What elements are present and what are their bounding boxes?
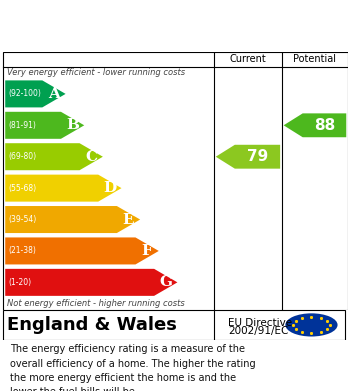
Polygon shape	[216, 145, 280, 169]
Text: 79: 79	[247, 149, 268, 164]
Text: (39-54): (39-54)	[9, 215, 37, 224]
Text: 88: 88	[314, 118, 335, 133]
Polygon shape	[5, 112, 84, 139]
Text: England & Wales: England & Wales	[7, 316, 177, 334]
Text: D: D	[103, 181, 117, 195]
Polygon shape	[5, 269, 177, 296]
Text: Very energy efficient - lower running costs: Very energy efficient - lower running co…	[7, 68, 185, 77]
Text: E: E	[123, 213, 134, 226]
Text: The energy efficiency rating is a measure of the
overall efficiency of a home. T: The energy efficiency rating is a measur…	[10, 344, 256, 391]
Text: (69-80): (69-80)	[9, 152, 37, 161]
Text: Current: Current	[230, 54, 266, 64]
Polygon shape	[5, 143, 103, 170]
Text: (55-68): (55-68)	[9, 184, 37, 193]
Text: Not energy efficient - higher running costs: Not energy efficient - higher running co…	[7, 300, 185, 308]
Text: EU Directive: EU Directive	[228, 318, 292, 328]
Text: 2002/91/EC: 2002/91/EC	[228, 326, 288, 336]
Text: Potential: Potential	[293, 54, 337, 64]
Ellipse shape	[285, 313, 338, 337]
Polygon shape	[5, 175, 121, 202]
Text: Energy Efficiency Rating: Energy Efficiency Rating	[60, 27, 288, 45]
Text: (21-38): (21-38)	[9, 246, 37, 255]
Text: G: G	[159, 275, 172, 289]
Text: (1-20): (1-20)	[9, 278, 32, 287]
Text: (92-100): (92-100)	[9, 90, 41, 99]
Text: F: F	[142, 244, 152, 258]
Polygon shape	[5, 81, 65, 108]
Polygon shape	[5, 237, 159, 264]
Text: (81-91): (81-91)	[9, 121, 37, 130]
Text: B: B	[66, 118, 79, 132]
Text: C: C	[85, 150, 97, 164]
Polygon shape	[5, 206, 140, 233]
Polygon shape	[284, 113, 346, 137]
Text: A: A	[48, 87, 60, 101]
